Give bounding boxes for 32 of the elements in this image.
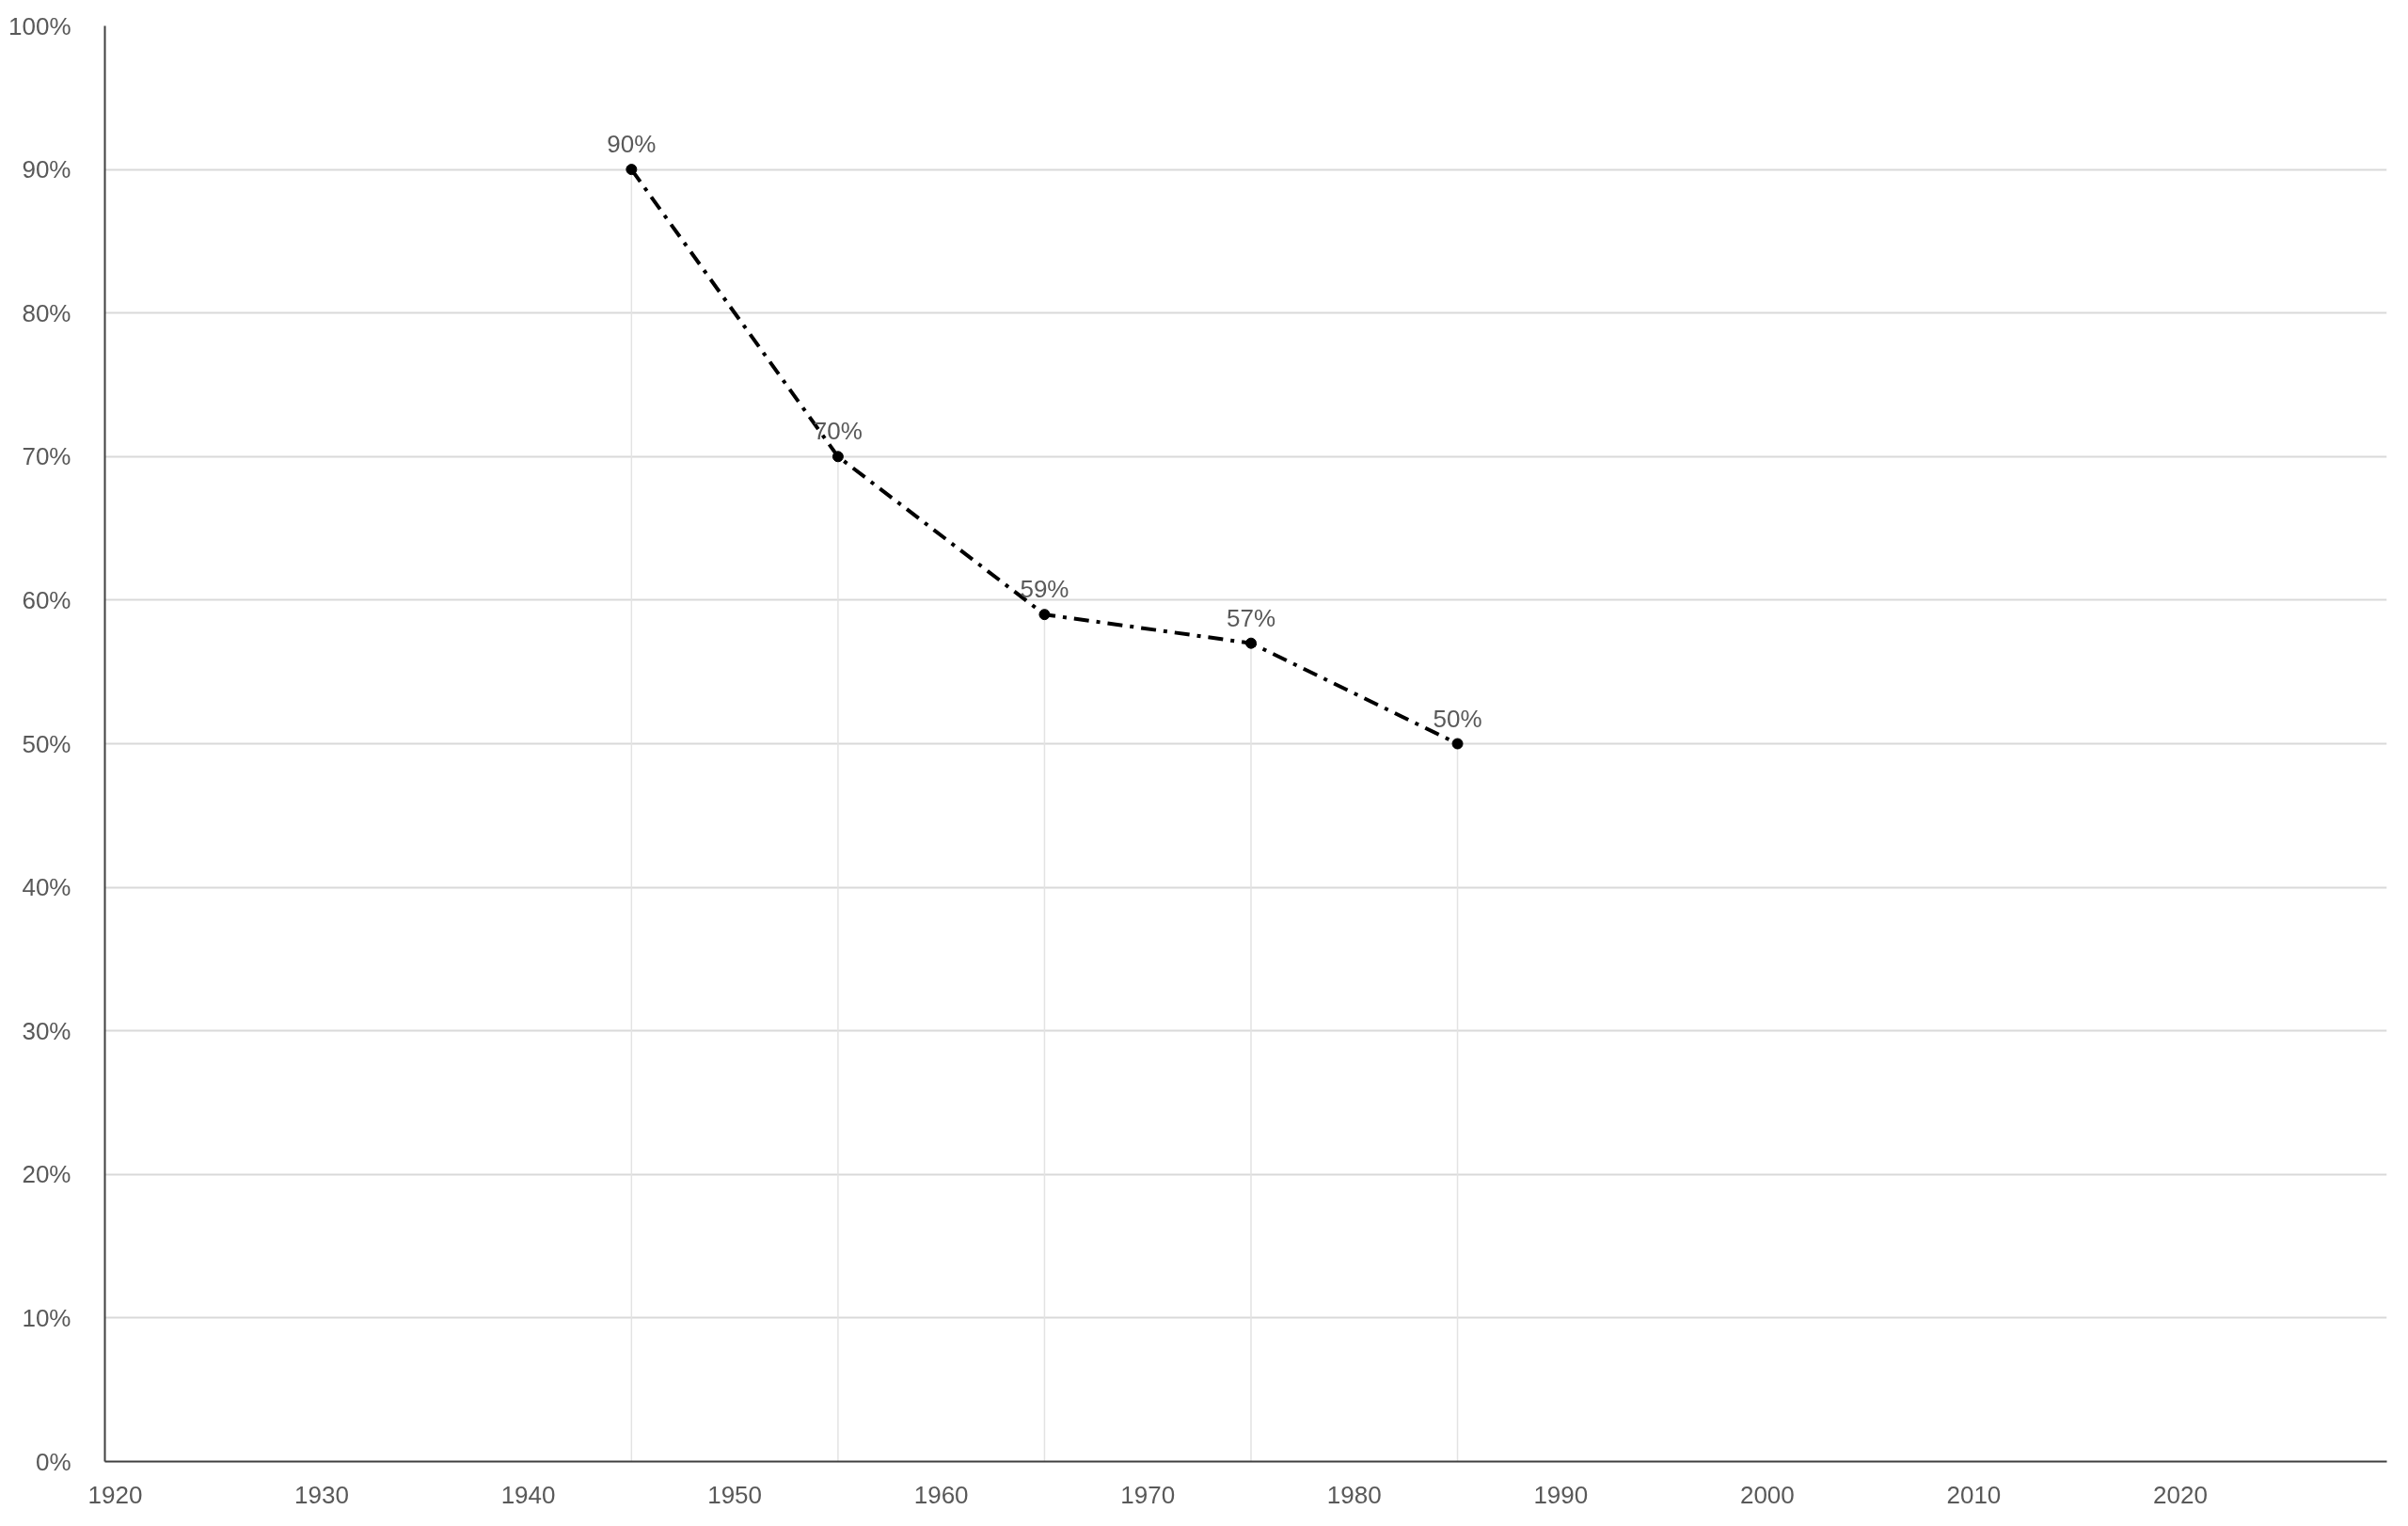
data-label: 57% bbox=[1226, 603, 1276, 632]
point bbox=[1244, 637, 1257, 649]
data-label: 59% bbox=[1020, 575, 1069, 604]
data-label: 90% bbox=[607, 130, 657, 159]
x-tick-label: 1960 bbox=[913, 1480, 969, 1509]
x-tick-label: 2000 bbox=[1739, 1480, 1795, 1509]
x-tick-label: 1950 bbox=[707, 1480, 763, 1509]
y-tick-label: 40% bbox=[22, 873, 71, 902]
y-tick-label: 0% bbox=[35, 1447, 71, 1476]
x-tick-label: 1940 bbox=[500, 1480, 556, 1509]
x-tick-label: 1920 bbox=[87, 1480, 143, 1509]
y-tick-label: 60% bbox=[22, 585, 71, 614]
y-tick-label: 20% bbox=[22, 1160, 71, 1189]
y-tick-label: 70% bbox=[22, 442, 71, 471]
data-label: 50% bbox=[1433, 704, 1482, 733]
x-tick-label: 1980 bbox=[1326, 1480, 1382, 1509]
y-tick-label: 90% bbox=[22, 155, 71, 184]
point bbox=[1038, 609, 1051, 621]
point bbox=[832, 451, 844, 463]
x-tick-label: 2010 bbox=[1946, 1480, 2002, 1509]
y-tick-label: 50% bbox=[22, 729, 71, 758]
x-tick-label: 1990 bbox=[1533, 1480, 1589, 1509]
data-label: 70% bbox=[813, 417, 863, 446]
y-tick-label: 10% bbox=[22, 1303, 71, 1332]
y-tick-label: 100% bbox=[8, 11, 71, 40]
point bbox=[626, 164, 638, 176]
x-tick-label: 1930 bbox=[294, 1480, 349, 1509]
x-tick-label: 1970 bbox=[1120, 1480, 1176, 1509]
point bbox=[1451, 738, 1464, 750]
y-tick-label: 30% bbox=[22, 1016, 71, 1045]
x-tick-label: 2020 bbox=[2153, 1480, 2208, 1509]
y-tick-label: 80% bbox=[22, 298, 71, 327]
